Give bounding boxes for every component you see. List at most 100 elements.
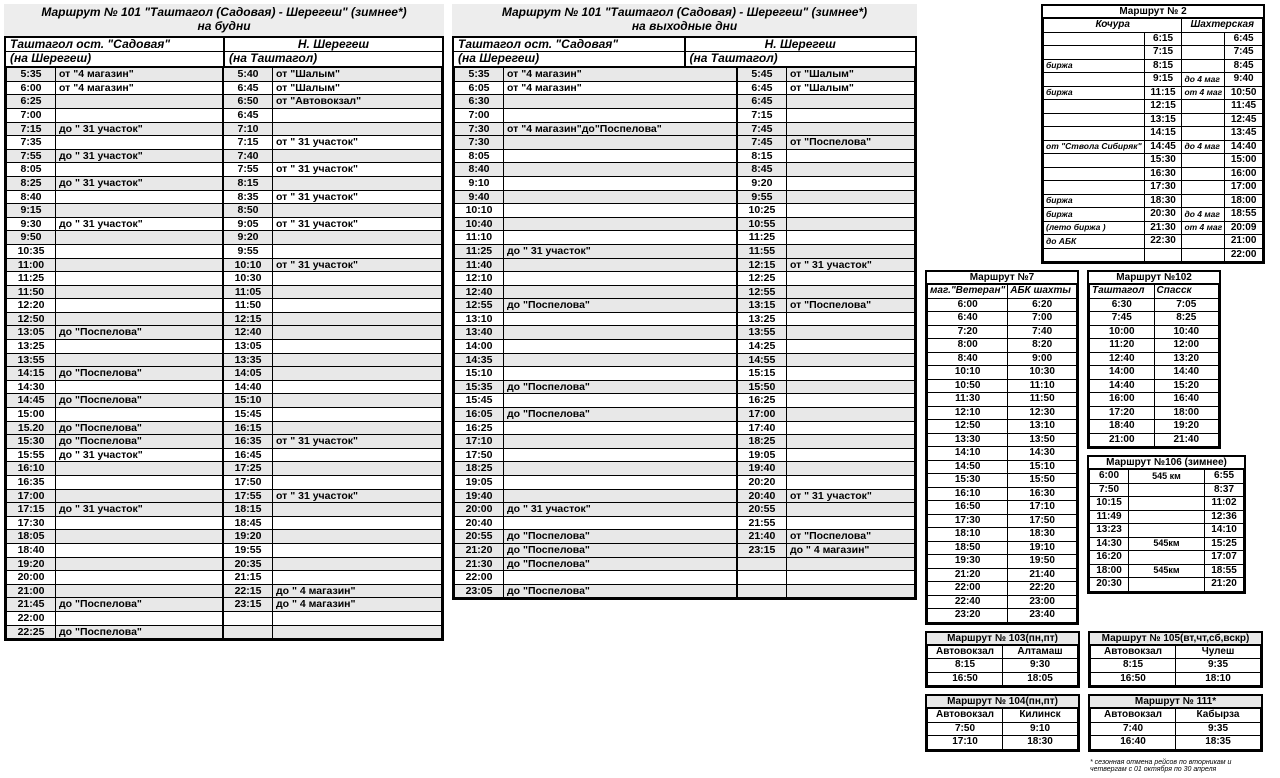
note-cell [504, 149, 737, 163]
time-cell: 21:20 [928, 568, 1008, 582]
time-cell: 11:40 [455, 258, 504, 272]
time-cell: 21:00 [1090, 433, 1155, 447]
time-cell: 14:40 [1225, 140, 1263, 154]
table-row: 16:05до "Поспелова"17:00 [455, 408, 915, 422]
table-row: 18:1018:30 [928, 528, 1077, 542]
time-cell: 8:00 [928, 339, 1008, 353]
time-cell: 9:20 [223, 231, 273, 245]
table-row: 17:2018:00 [1090, 406, 1219, 420]
time-cell: 13:15 [737, 299, 787, 313]
note-cell [504, 367, 737, 381]
note-cell: до " 4 магазин" [786, 543, 914, 557]
time-cell: 17:55 [223, 489, 273, 503]
time-cell: 10:40 [455, 217, 504, 231]
time-cell: 9:15 [7, 204, 56, 218]
route103: Маршрут № 103(пн,пт) АвтовокзалАлтамаш 8… [925, 631, 1080, 689]
table-row: 11:2012:00 [1090, 339, 1219, 353]
note-cell: до "Поспелова" [504, 584, 737, 598]
table-row: 13:3013:50 [928, 433, 1077, 447]
table-row: 17:3017:00 [1044, 181, 1263, 195]
table-row: 14:45до "Поспелова"15:10 [7, 394, 442, 408]
time-cell: 20:00 [455, 503, 504, 517]
time-cell: 11:10 [1008, 379, 1077, 393]
note-cell [273, 571, 442, 585]
time-cell: 18:30 [1003, 736, 1078, 750]
note-cell [1182, 46, 1225, 60]
time-cell: 14:15 [7, 367, 56, 381]
note-cell [273, 543, 442, 557]
r101wd-title: Маршрут № 101 "Таштагол (Садовая) - Шере… [4, 4, 444, 36]
time-cell: 7:15 [737, 108, 787, 122]
note-cell [56, 557, 224, 571]
time-cell: 15:45 [455, 394, 504, 408]
note-cell: до " 31 участок" [56, 503, 224, 517]
note-cell [273, 476, 442, 490]
time-cell: 16:15 [223, 421, 273, 435]
time-cell: 19:40 [455, 489, 504, 503]
r103-hl: Автовокзал [928, 645, 1003, 659]
route7: Маршрут №7 маг."Ветеран" АБК шахты 6:006… [925, 270, 1079, 625]
time-cell: 11:45 [1225, 100, 1263, 114]
note-cell [56, 611, 224, 625]
note-cell [1182, 154, 1225, 168]
note-cell: от " 31 участок" [273, 163, 442, 177]
table-row: 15:0015:45 [7, 408, 442, 422]
time-cell: 7:45 [1090, 312, 1155, 326]
table-row: 13:2513:05 [7, 340, 442, 354]
time-cell: 21:30 [455, 557, 504, 571]
time-cell: 8:15 [737, 149, 787, 163]
time-cell: 13:20 [1154, 352, 1219, 366]
note-cell [56, 543, 224, 557]
r103-hr: Алтамаш [1003, 645, 1078, 659]
time-cell: 20:55 [737, 503, 787, 517]
time-cell: 12:50 [7, 312, 56, 326]
table-row: 9:109:20 [455, 176, 915, 190]
time-cell: 10:15 [1090, 497, 1129, 511]
time-cell: 17:10 [455, 435, 504, 449]
note-cell [1182, 100, 1225, 114]
time-cell: 23:15 [737, 543, 787, 557]
time-cell: 12:40 [223, 326, 273, 340]
table-row: 17:0017:55от " 31 участок" [7, 489, 442, 503]
time-cell: 22:00 [1225, 248, 1263, 262]
r104-table: АвтовокзалКилинск 7:509:1017:1018:30 [927, 708, 1078, 750]
table-row: 22:00 [1044, 248, 1263, 262]
time-cell: 19:30 [928, 555, 1008, 569]
time-cell: 15:20 [1154, 379, 1219, 393]
table-row: 20:55до "Поспелова"21:40от "Поспелова" [455, 530, 915, 544]
time-cell: 18:00 [1154, 406, 1219, 420]
table-row: 12:1511:45 [1044, 100, 1263, 114]
time-cell: 13:05 [223, 340, 273, 354]
note-cell: до " 31 участок" [56, 217, 224, 231]
note-cell: до "Поспелова" [504, 299, 737, 313]
note-cell: от " 31 участок" [786, 489, 914, 503]
note-cell [273, 149, 442, 163]
note-cell [273, 340, 442, 354]
note-cell: от "Поспелова" [786, 136, 914, 150]
note-cell [1044, 248, 1145, 262]
time-cell: 15:00 [7, 408, 56, 422]
time-cell: 9:55 [223, 244, 273, 258]
page-root: Маршрут № 101 "Таштагол (Садовая) - Шере… [4, 4, 1276, 774]
note-cell: до 4 маг [1182, 140, 1225, 154]
time-cell: 7:35 [7, 136, 56, 150]
r101we-rh1: Н. Шерегеш [686, 38, 916, 53]
time-cell: 20:40 [737, 489, 787, 503]
time-cell: 8:05 [7, 163, 56, 177]
time-cell: 14:40 [223, 380, 273, 394]
time-cell: 18:55 [1225, 208, 1263, 222]
r102-hr: Спасск [1154, 285, 1219, 299]
note-cell [273, 530, 442, 544]
r111-title: Маршрут № 111* [1090, 696, 1261, 708]
time-cell: 21:00 [1225, 235, 1263, 249]
note-cell [1129, 578, 1205, 592]
time-cell: 12:20 [7, 299, 56, 313]
note-cell [1182, 167, 1225, 181]
table-row: 20:4021:55 [455, 516, 915, 530]
r7-title: Маршрут №7 [927, 272, 1077, 284]
time-cell: 14:00 [1090, 366, 1155, 380]
time-cell: 17:50 [1008, 514, 1077, 528]
note-cell: до "Поспелова" [56, 421, 224, 435]
note-cell [1044, 154, 1145, 168]
table-row: 6:05от "4 магазин"6:45от "Шалым" [455, 81, 915, 95]
